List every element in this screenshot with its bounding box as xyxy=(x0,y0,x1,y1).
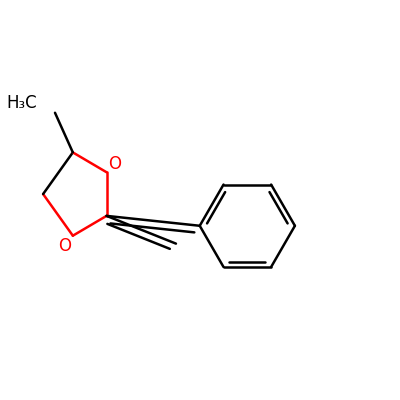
Text: O: O xyxy=(108,155,121,173)
Text: O: O xyxy=(58,237,72,255)
Text: H₃C: H₃C xyxy=(6,94,37,112)
